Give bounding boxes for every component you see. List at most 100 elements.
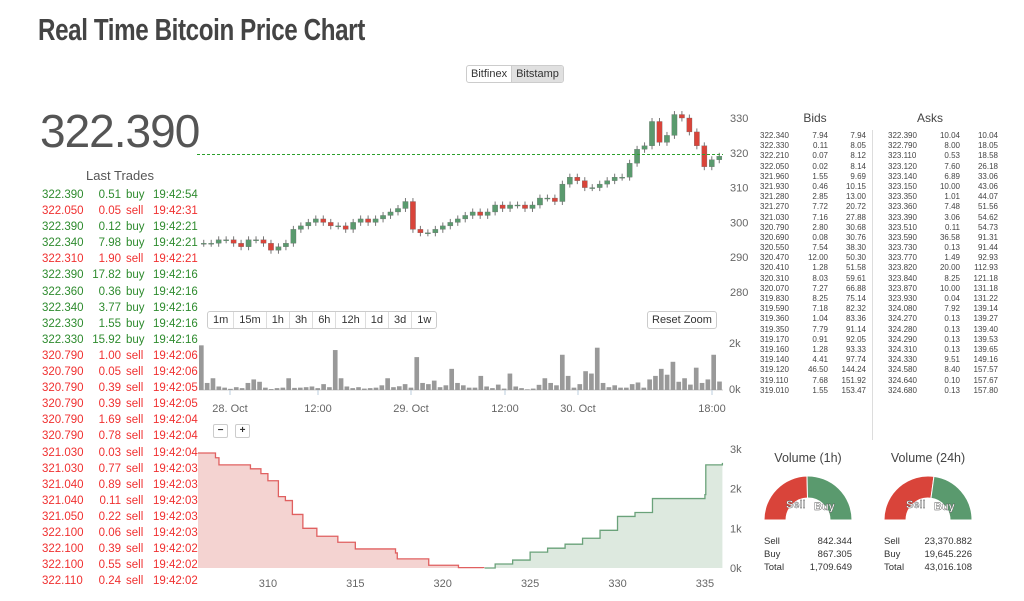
volume-title: Volume (24h): [890, 451, 966, 465]
trade-time: 19:42:16: [153, 317, 198, 330]
bid-amount: 1.28: [812, 344, 828, 354]
exchange-bitfinex-button[interactable]: Bitfinex: [471, 68, 508, 80]
zoom-in-button[interactable]: +: [235, 424, 250, 438]
ask-row: 323.590 36.58 91.31: [888, 233, 998, 243]
bid-row: 321.960 1.55 9.69: [760, 172, 866, 182]
range-button-12h[interactable]: 12h: [336, 312, 366, 328]
bid-row: 319.350 7.79 91.14: [760, 325, 866, 335]
bid-cumulative: 97.74: [845, 355, 866, 365]
trade-time: 19:42:21: [153, 253, 198, 266]
reset-zoom-button[interactable]: Reset Zoom: [647, 311, 717, 329]
ask-cumulative: 157.80: [973, 385, 998, 395]
trade-time: 19:42:06: [153, 366, 198, 379]
range-button-1w[interactable]: 1w: [417, 314, 432, 326]
candle: [305, 222, 312, 227]
volume-bar: [327, 387, 332, 390]
asks-area: [484, 462, 723, 568]
range-button-3h[interactable]: 3h: [290, 312, 314, 328]
bid-price: 321.930: [760, 181, 789, 191]
ask-price: 323.150: [888, 181, 917, 191]
trade-row: 321.040 0.11 sell 19:42:03: [42, 493, 209, 509]
range-button-1m[interactable]: 1m: [208, 312, 235, 328]
trade-amount: 0.36: [98, 285, 121, 298]
y-tick-label: 280: [730, 287, 748, 299]
x-tick-label: 335: [696, 578, 714, 590]
volume-bar: [321, 384, 326, 390]
volume-bar: [664, 374, 670, 390]
trade-time: 19:42:04: [153, 446, 198, 459]
candle: [357, 218, 364, 223]
trade-amount: 0.05: [98, 205, 121, 218]
candle: [238, 243, 244, 247]
ask-price: 323.390: [888, 212, 917, 222]
volume-bar: [455, 382, 460, 390]
volume-bar-chart[interactable]: 2k 0k 28. Oct 12:00 29. Oct 12:00 30. Oct 18:00: [195, 335, 755, 420]
bid-price: 322.340: [760, 131, 789, 140]
x-tick-label: 310: [259, 578, 277, 590]
ask-amount: 8.40: [944, 365, 960, 375]
exchange-selector: Bitfinex Bitstamp: [466, 65, 564, 83]
candle: [559, 183, 566, 202]
volume-bar: [379, 385, 385, 390]
ask-row: 323.120 7.60 26.18: [888, 162, 998, 172]
volume-bar: [641, 387, 647, 390]
trade-amount: 1.69: [98, 414, 121, 427]
trade-row: 322.390 0.12 buy 19:42:21: [42, 219, 209, 235]
ask-amount: 6.89: [944, 171, 960, 181]
bid-price: 321.280: [760, 192, 789, 202]
candle: [664, 135, 670, 143]
bid-row: 319.160 1.28 93.33: [760, 345, 866, 355]
candle: [499, 204, 506, 209]
range-button-3d[interactable]: 3d: [389, 312, 413, 328]
volume-bar: [437, 387, 443, 390]
y-tick-label: 2k: [729, 338, 741, 350]
volume-bar: [612, 385, 618, 390]
ask-price: 323.840: [888, 273, 917, 283]
trade-side: buy: [126, 285, 145, 298]
ask-amount: 1.01: [944, 192, 960, 202]
candle: [619, 177, 625, 179]
bid-cumulative: 27.88: [845, 212, 866, 222]
market-depth-chart[interactable]: 310 315 320 325 330 335 0k 1k 2k 3k: [195, 442, 755, 597]
volume-bar: [693, 367, 699, 390]
ask-amount: 7.92: [944, 304, 960, 314]
range-button-1h[interactable]: 1h: [267, 312, 290, 328]
ask-amount: 0.04: [944, 294, 960, 303]
trade-price: 322.330: [42, 333, 84, 346]
trade-price: 321.050: [42, 510, 84, 523]
exchange-bitstamp-button[interactable]: Bitstamp: [511, 66, 563, 82]
volume-bar: [443, 385, 449, 390]
trade-time: 19:42:03: [153, 494, 198, 507]
trade-amount: 0.24: [98, 575, 121, 588]
ask-cumulative: 139.14: [973, 304, 998, 314]
bid-row: 319.010 1.55 153.47: [760, 386, 866, 396]
ask-amount: 0.13: [944, 385, 960, 395]
ask-row: 324.580 8.40 157.57: [888, 365, 998, 375]
bid-cumulative: 38.30: [845, 243, 866, 253]
y-tick-label: 290: [730, 252, 748, 264]
zoom-out-button[interactable]: −: [213, 424, 228, 438]
bid-cumulative: 153.47: [841, 385, 866, 395]
ask-cumulative: 121.18: [973, 273, 998, 283]
asks-line: [484, 462, 724, 569]
bid-cumulative: 92.05: [845, 334, 866, 344]
candle: [537, 197, 543, 206]
candle: [395, 208, 401, 213]
range-button-1d[interactable]: 1d: [366, 312, 390, 328]
volume-bar: [309, 386, 315, 390]
trade-price: 321.040: [42, 478, 84, 491]
ask-price: 324.290: [888, 334, 917, 344]
bid-amount: 4.41: [812, 355, 828, 365]
price-candlestick-chart[interactable]: 280 290 300 310 320 330: [195, 100, 755, 305]
range-button-6h[interactable]: 6h: [313, 312, 337, 328]
ask-amount: 9.51: [944, 355, 960, 365]
candle: [709, 159, 715, 167]
range-button-15m[interactable]: 15m: [234, 312, 267, 328]
candle: [350, 222, 356, 230]
candle: [290, 229, 297, 244]
bid-price: 319.360: [760, 314, 789, 324]
bid-row: 320.790 2.80 30.68: [760, 223, 866, 233]
bid-price: 322.210: [760, 151, 789, 161]
bid-price: 322.330: [760, 141, 789, 151]
trade-price: 322.100: [42, 559, 84, 572]
